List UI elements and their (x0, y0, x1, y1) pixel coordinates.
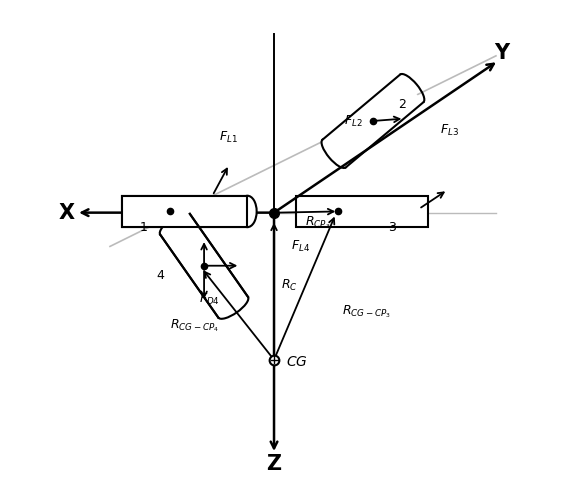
Text: $R_{CG-CP_4}$: $R_{CG-CP_4}$ (170, 318, 219, 334)
Text: $F_{L4}$: $F_{L4}$ (291, 239, 310, 254)
Text: $R_{CP_3}$: $R_{CP_3}$ (305, 214, 331, 230)
Text: $CG$: $CG$ (286, 355, 308, 369)
Bar (122, 196, 248, 227)
Text: $F_{D4}$: $F_{D4}$ (199, 292, 220, 307)
Text: $F_{L3}$: $F_{L3}$ (440, 123, 459, 138)
Text: $F_{L1}$: $F_{L1}$ (219, 130, 237, 145)
Text: $R_C$: $R_C$ (281, 278, 298, 293)
Polygon shape (160, 214, 248, 318)
Text: $\mathbf{Z}$: $\mathbf{Z}$ (266, 453, 282, 473)
Text: $1$: $1$ (140, 221, 148, 234)
Text: $\mathbf{Y}$: $\mathbf{Y}$ (494, 43, 512, 63)
Text: $R_{CG-CP_3}$: $R_{CG-CP_3}$ (342, 303, 391, 320)
Text: $2$: $2$ (398, 98, 406, 111)
Ellipse shape (160, 213, 190, 236)
Bar (296, 196, 428, 227)
Ellipse shape (238, 196, 257, 227)
Ellipse shape (321, 139, 347, 168)
Bar (122, 196, 248, 227)
Text: $3$: $3$ (388, 221, 397, 234)
Polygon shape (323, 75, 424, 167)
Bar (122, 196, 248, 227)
Text: $\mathbf{X}$: $\mathbf{X}$ (58, 203, 76, 223)
Text: $4$: $4$ (156, 269, 165, 282)
Text: $F_{L2}$: $F_{L2}$ (344, 113, 363, 128)
